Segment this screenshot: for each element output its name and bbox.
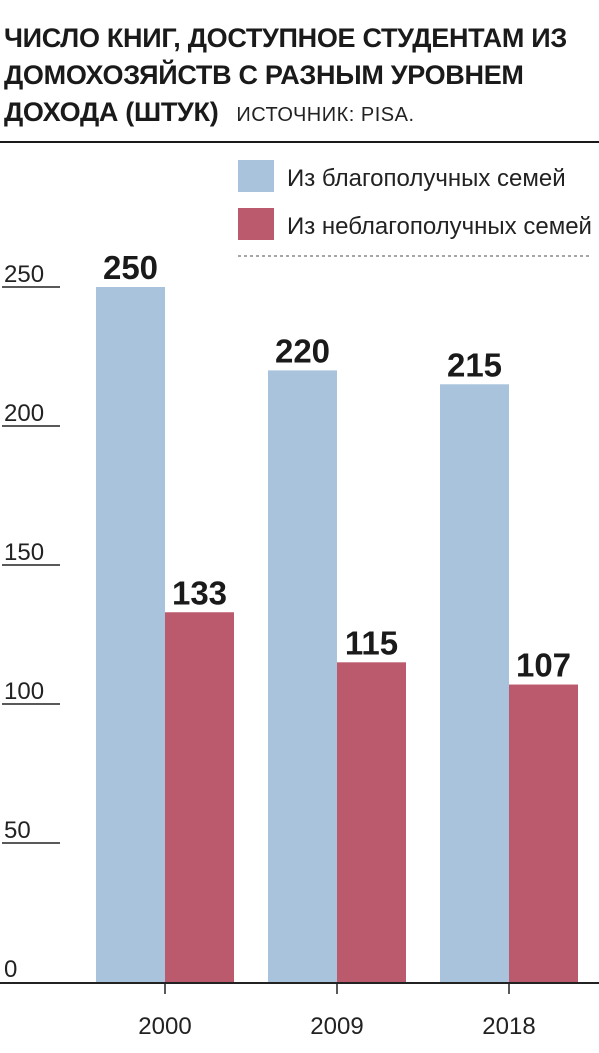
y-tick-label-150: 150 (4, 539, 44, 566)
legend-swatch-1 (238, 160, 274, 192)
chart-title-text: ЧИСЛО КНИГ, ДОСТУПНОЕ СТУДЕНТАМ ИЗ ДОМОХ… (4, 23, 567, 127)
bar-2009-series-1 (268, 370, 337, 982)
legend-swatch-2 (238, 208, 274, 240)
bar-2000-series-1 (96, 287, 165, 982)
value-label-2018-series-1: 215 (447, 346, 502, 383)
bar-2018-series-1 (440, 384, 509, 982)
y-axis: 0 50 100 150 200 250 (2, 261, 60, 983)
x-tick-label-2000: 2000 (138, 1013, 191, 1040)
y-tick-label-250: 250 (4, 261, 44, 288)
value-label-2000-series-1: 250 (103, 249, 158, 286)
y-tick-label-50: 50 (4, 817, 31, 844)
legend: Из благополучных семей Из неблагополучных… (238, 160, 592, 257)
value-label-2009-series-2: 115 (345, 624, 398, 661)
header-rule (0, 141, 599, 143)
bars: 250 133 220 115 215 107 (96, 249, 578, 982)
value-label-2000-series-2: 133 (172, 574, 227, 611)
x-tick-label-2009: 2009 (310, 1013, 363, 1040)
y-tick-label-0: 0 (4, 956, 17, 983)
value-label-2018-series-2: 107 (516, 647, 571, 684)
y-tick-label-200: 200 (4, 400, 44, 427)
value-label-2009-series-1: 220 (275, 332, 330, 369)
y-tick-label-100: 100 (4, 678, 44, 705)
x-tick-label-2018: 2018 (482, 1013, 535, 1040)
legend-label-1: Из благополучных семей (287, 165, 566, 192)
bar-2018-series-2 (509, 684, 578, 982)
bar-2009-series-2 (337, 662, 406, 982)
bar-2000-series-2 (165, 612, 234, 982)
x-axis: 2000 2009 2018 (0, 982, 599, 1040)
legend-label-2: Из неблагополучных семей (287, 213, 592, 240)
chart-title: ЧИСЛО КНИГ, ДОСТУПНОЕ СТУДЕНТАМ ИЗ ДОМОХ… (4, 20, 594, 134)
source-note: ИСТОЧНИК: PISA. (236, 104, 415, 126)
